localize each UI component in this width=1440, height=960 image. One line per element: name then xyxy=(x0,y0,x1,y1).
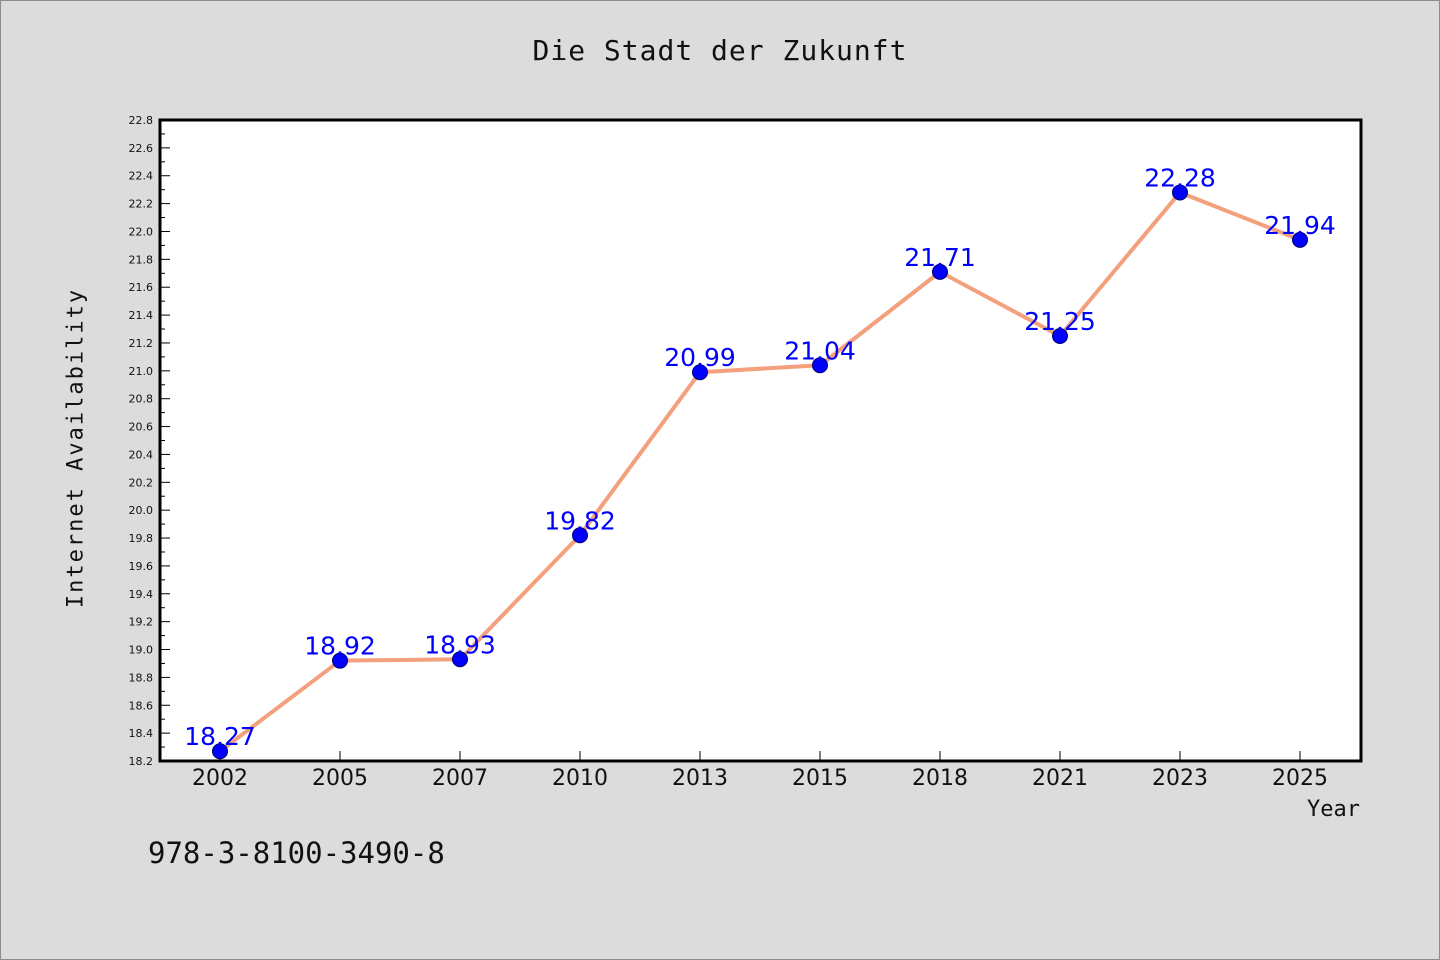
y-tick-label: 19.4 xyxy=(129,588,154,601)
data-point xyxy=(1292,231,1308,248)
y-tick-label: 22.6 xyxy=(129,142,154,155)
x-axis-label: Year xyxy=(1307,797,1360,822)
y-tick-label: 19.0 xyxy=(129,644,154,657)
x-tick-label: 2002 xyxy=(192,766,248,791)
isbn-text: 978-3-8100-3490-8 xyxy=(148,836,445,870)
data-label: 18.92 xyxy=(304,632,376,661)
y-tick-label: 19.8 xyxy=(129,532,154,545)
x-axis: 2002 2005 2007 2010 2013 2015 2018 2021 2023 2025 xyxy=(192,751,1328,791)
y-tick-label: 22.2 xyxy=(129,198,154,211)
y-tick-label: 20.4 xyxy=(129,448,154,461)
y-tick-label: 22.8 xyxy=(129,114,154,127)
series-line-group xyxy=(218,190,1301,753)
y-tick-label: 21.0 xyxy=(129,365,154,378)
y-tick-label: 18.6 xyxy=(129,699,154,712)
data-label-group: 18.27 18.92 18.93 19.82 20.99 21.04 21.71 21.25… xyxy=(184,163,1336,751)
plot-area xyxy=(158,118,1363,763)
data-point xyxy=(212,743,228,760)
data-point xyxy=(692,364,708,381)
y-axis-label: Internet Availability xyxy=(63,287,89,609)
y-tick-label: 19.2 xyxy=(129,616,154,629)
data-point xyxy=(572,527,588,544)
x-tick-label: 2015 xyxy=(792,766,848,791)
data-point xyxy=(452,651,468,668)
x-tick-label: 2007 xyxy=(432,766,488,791)
data-label: 21.25 xyxy=(1024,307,1096,336)
chart-title: Die Stadt der Zukunft xyxy=(532,34,908,67)
x-tick-label: 2025 xyxy=(1272,766,1328,791)
y-tick-label: 18.4 xyxy=(129,727,154,740)
y-tick-label: 18.8 xyxy=(129,671,154,684)
y-tick-label: 21.6 xyxy=(129,281,154,294)
data-label: 19.82 xyxy=(544,506,616,535)
data-label: 21.94 xyxy=(1264,211,1336,240)
x-tick-label: 2005 xyxy=(312,766,368,791)
x-tick-label: 2010 xyxy=(552,766,608,791)
y-tick-label: 22.0 xyxy=(129,225,154,238)
data-label: 21.71 xyxy=(904,243,976,272)
data-label: 20.99 xyxy=(664,343,736,372)
y-tick-label: 20.8 xyxy=(129,393,154,406)
y-tick-label: 18.2 xyxy=(129,755,154,768)
data-point xyxy=(1052,327,1068,344)
series-line xyxy=(218,190,1301,753)
x-tick-label: 2023 xyxy=(1152,766,1208,791)
y-axis: 18.2 18.4 18.6 18.8 19.0 19.2 19.4 19.6 19.8 20.0… xyxy=(129,114,170,768)
y-tick-label: 21.2 xyxy=(129,337,154,350)
data-label: 18.93 xyxy=(424,630,496,659)
y-tick-label: 20.0 xyxy=(129,504,154,517)
y-tick-label: 21.4 xyxy=(129,309,154,322)
x-tick-label: 2018 xyxy=(912,766,968,791)
x-tick-label: 2013 xyxy=(672,766,728,791)
y-tick-label: 20.2 xyxy=(129,476,154,489)
y-tick-label: 21.8 xyxy=(129,253,154,266)
x-tick-label: 2021 xyxy=(1032,766,1088,791)
y-tick-label: 22.4 xyxy=(129,170,154,183)
y-tick-label: 19.6 xyxy=(129,560,154,573)
data-point xyxy=(332,652,348,669)
data-label: 21.04 xyxy=(784,336,856,365)
marker-group xyxy=(212,184,1308,760)
data-label: 22.28 xyxy=(1144,163,1216,192)
data-label: 18.27 xyxy=(184,722,256,751)
data-point xyxy=(1172,184,1188,201)
y-tick-label: 20.6 xyxy=(129,421,154,434)
data-point xyxy=(812,357,828,374)
data-point xyxy=(932,263,948,280)
